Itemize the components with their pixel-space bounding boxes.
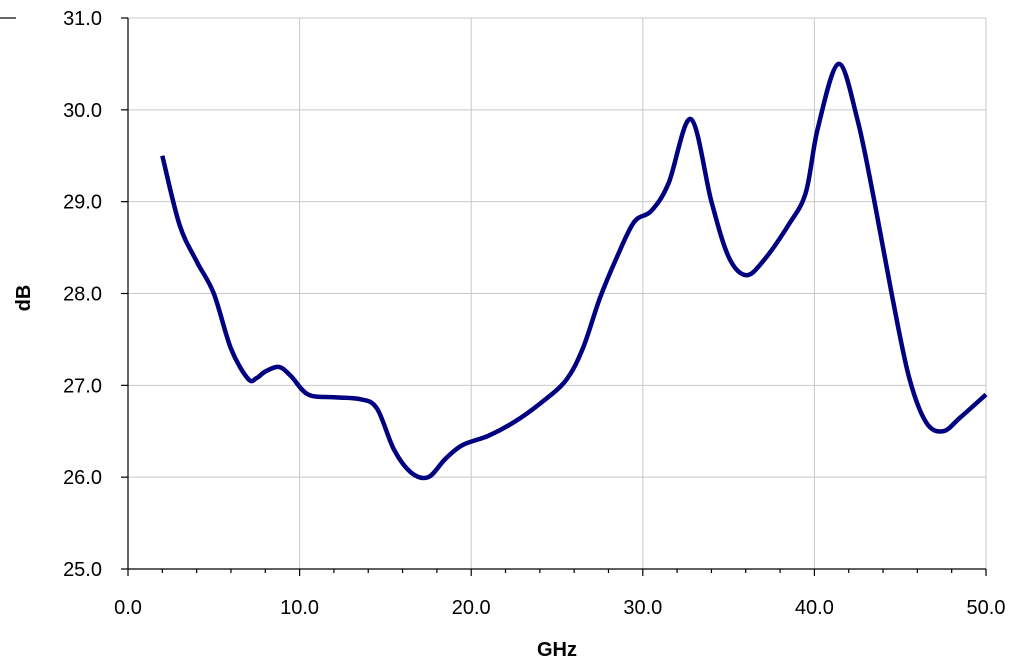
y-tick-label: 31.0 <box>63 8 102 30</box>
x-tick-label: 10.0 <box>280 597 319 619</box>
x-tick-label: 0.0 <box>114 597 142 619</box>
x-tick-label: 50.0 <box>967 597 1006 619</box>
axes <box>121 17 987 576</box>
y-tick-label: 30.0 <box>63 100 102 122</box>
y-tick-label: 29.0 <box>63 192 102 214</box>
x-tick-label: 30.0 <box>623 597 662 619</box>
x-tick-label: 20.0 <box>452 597 491 619</box>
tick-labels: 0.0 10.0 20.0 30.0 40.0 50.0 25.0 26.0 27.0 28.0 2… <box>63 8 1005 619</box>
y-tick-label: 28.0 <box>63 284 102 306</box>
y-tick-label: 27.0 <box>63 375 102 397</box>
series-lines <box>160 61 988 481</box>
gridlines <box>128 17 987 569</box>
y-tick-label: 26.0 <box>63 467 102 489</box>
x-tick-label: 40.0 <box>795 597 834 619</box>
x-axis-title: GHz <box>537 639 577 661</box>
y-axis-title: dB <box>13 285 35 312</box>
y-tick-label: 25.0 <box>63 559 102 581</box>
series-line <box>160 61 988 481</box>
